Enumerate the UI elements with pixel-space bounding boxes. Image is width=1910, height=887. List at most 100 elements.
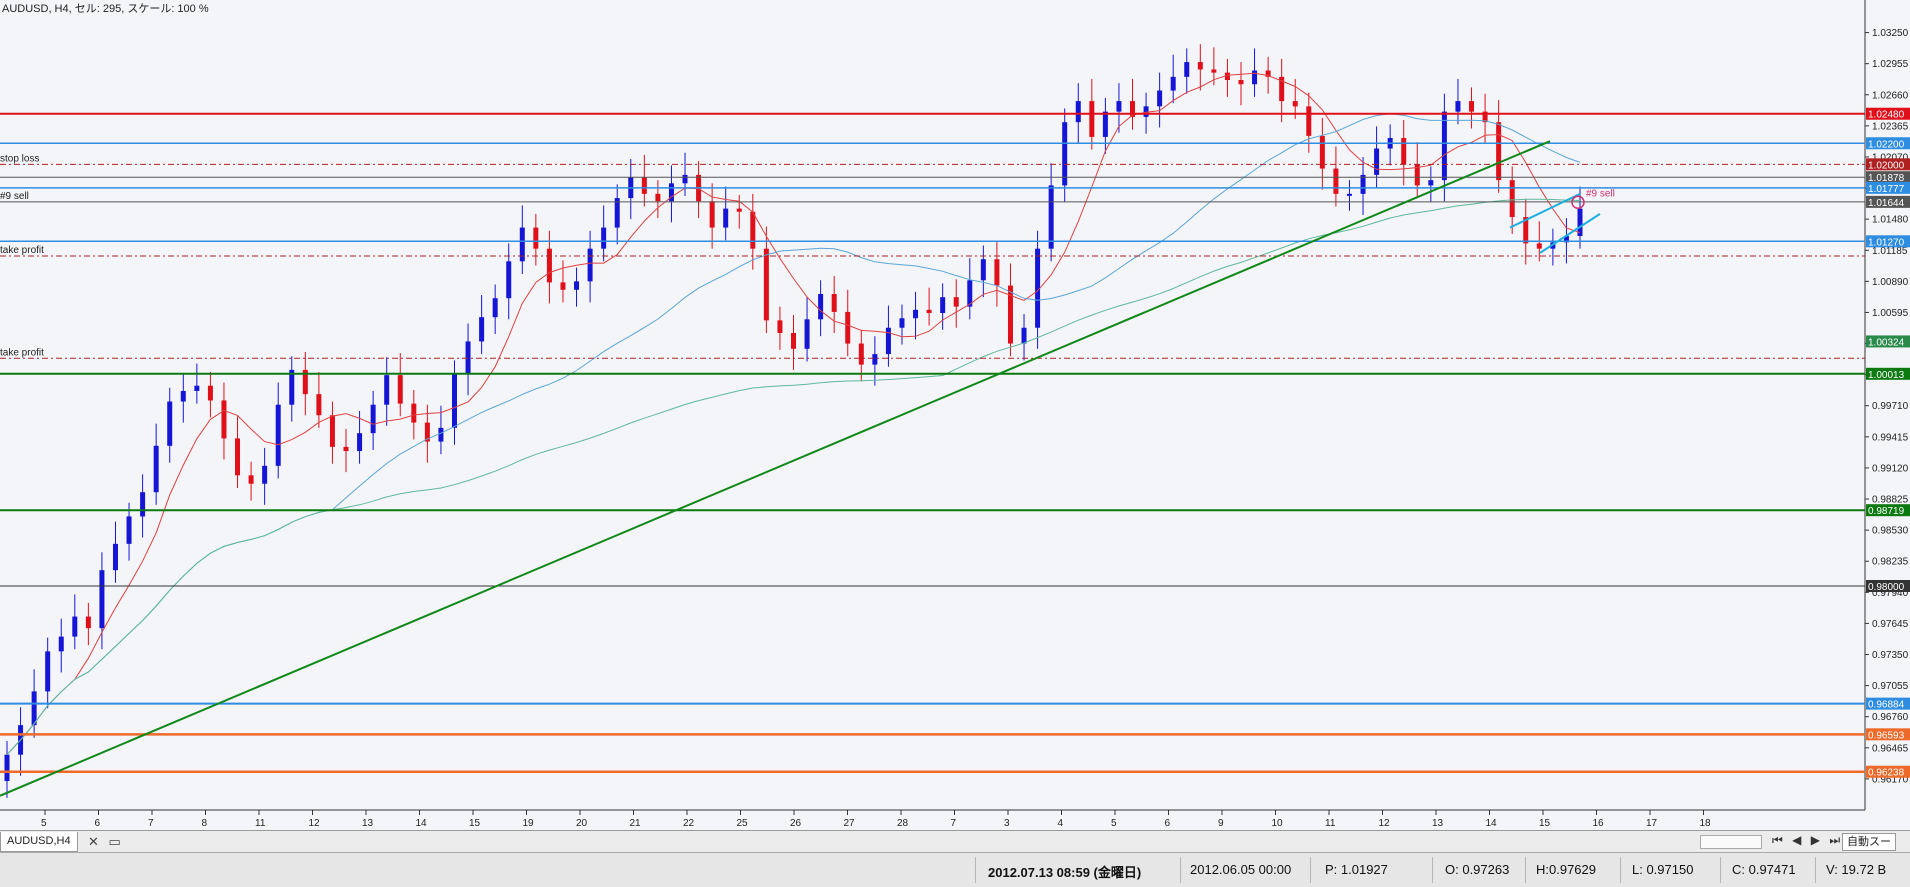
price-label: 1.01777	[1868, 184, 1905, 195]
time-tick-label: 12	[309, 818, 321, 829]
candle-body	[1238, 80, 1244, 85]
price-tick-label: 0.97645	[1872, 619, 1909, 630]
price-label-box	[1866, 579, 1910, 592]
candle-body	[262, 465, 268, 484]
price-tick-label: 0.96465	[1872, 743, 1909, 754]
price-label-box	[1866, 367, 1910, 380]
candle-body	[492, 298, 498, 318]
window-icon[interactable]: ▭	[108, 834, 121, 849]
chart-svg: 1.03250 1.02955 1.02660 1.02365 1.02070 1.017…	[0, 0, 1910, 829]
candle-body	[1536, 243, 1542, 249]
candle-body	[940, 297, 946, 313]
candle-body	[980, 259, 986, 281]
candle-body	[1035, 248, 1041, 328]
price-chart[interactable]: 1.03250 1.02955 1.02660 1.02365 1.02070 1.017…	[0, 0, 1910, 830]
horizontal-line-text: stop loss	[0, 153, 39, 164]
scroll-last-icon[interactable]: ⏭	[1829, 833, 1841, 847]
candle-body	[791, 333, 796, 349]
price-tick-label: 0.96170	[1872, 774, 1909, 785]
price-label: 1.00324	[1868, 337, 1905, 348]
candle-body	[4, 754, 10, 782]
candle-body	[601, 227, 607, 249]
candle-body	[316, 394, 322, 416]
price-tick-label: 0.97350	[1872, 650, 1909, 661]
tab-audusd-h4[interactable]: AUDUSD,H4	[0, 832, 78, 852]
candle-body	[99, 570, 105, 629]
status-bar: 2012.07.13 08:59 (金曜日) 2012.06.05 00:00 …	[0, 852, 1910, 887]
candle-body	[479, 317, 485, 342]
trend-line	[0, 140, 1551, 797]
candle-body	[302, 369, 308, 395]
price-tick-label: 1.02365	[1872, 121, 1909, 132]
candle-body	[275, 404, 281, 466]
candle-body	[397, 375, 403, 404]
auto-scroll-button[interactable]: 自動スー	[1842, 833, 1896, 851]
candle-body	[167, 401, 173, 446]
candle-body	[180, 390, 186, 402]
candle-body	[465, 341, 471, 375]
time-tick-label: 16	[1593, 818, 1605, 829]
horizontal-line-text: take profit	[0, 245, 44, 256]
price-label-box	[1866, 728, 1910, 741]
candle-body	[126, 516, 132, 544]
candle-body	[1360, 174, 1366, 194]
candle-body	[818, 293, 824, 320]
time-tick-label: 26	[790, 818, 802, 829]
price-tick-label: 0.99710	[1872, 401, 1909, 412]
price-label: 1.00013	[1868, 370, 1905, 381]
time-tick-label: 17	[1646, 818, 1658, 829]
time-tick-label: 10	[1272, 818, 1284, 829]
candle-body	[1279, 76, 1285, 102]
time-tick-label: 14	[1486, 818, 1498, 829]
time-tick-label: 7	[951, 818, 957, 829]
candle-body	[1333, 168, 1339, 194]
status-open: O: 0.97263	[1445, 862, 1510, 877]
price-label: 1.01270	[1868, 237, 1905, 248]
time-tick-label: 6	[1165, 818, 1171, 829]
candle-body	[451, 374, 457, 428]
candle-body	[1021, 327, 1027, 344]
time-tick-label: 11	[1325, 818, 1336, 829]
candle-body	[1374, 148, 1380, 175]
chart-tab-bar: AUDUSD,H4 ✕ ▭ ⏮ ◀ ▶ ⏭ 自動スー	[0, 830, 1910, 853]
candle-body	[831, 293, 837, 312]
sell-marker-label: #9 sell	[1586, 188, 1615, 199]
status-price: P: 1.01927	[1325, 862, 1388, 877]
scroll-first-icon[interactable]: ⏮	[1772, 833, 1783, 847]
candle-body	[329, 415, 335, 447]
price-tick-label: 0.97940	[1872, 588, 1909, 599]
candle-body	[1577, 208, 1583, 237]
scroll-right-icon[interactable]: ▶	[1810, 833, 1820, 847]
price-label-box	[1866, 181, 1910, 194]
candle-body	[574, 281, 580, 290]
candle-body	[1401, 137, 1407, 165]
time-tick-label: 6	[95, 818, 101, 829]
candle-body	[45, 651, 51, 692]
candle-body	[926, 309, 932, 313]
candle-body	[343, 446, 349, 452]
scroll-nav: ⏮ ◀ ▶ ⏭	[1772, 833, 1846, 848]
horizontal-scrollbar[interactable]	[1700, 835, 1762, 849]
price-label-box	[1866, 697, 1910, 710]
candle-body	[587, 248, 593, 282]
candle-body	[709, 201, 715, 228]
candle-body	[1116, 101, 1122, 112]
time-tick-label: 7	[148, 818, 154, 829]
candle-body	[58, 636, 64, 652]
price-label: 0.96238	[1868, 768, 1905, 779]
time-tick-label: 20	[576, 818, 588, 829]
status-high: H:0.97629	[1536, 862, 1596, 877]
candle-body	[872, 354, 878, 365]
candle-body	[885, 327, 891, 355]
price-label-box	[1866, 765, 1910, 778]
candle-body	[953, 297, 959, 307]
close-tab-icon[interactable]: ✕	[88, 834, 99, 849]
candle-body	[899, 318, 905, 328]
time-tick-label: 4	[1058, 818, 1064, 829]
candle-body	[1102, 111, 1108, 137]
candle-body	[1441, 111, 1447, 181]
time-tick-label: 5	[1111, 818, 1117, 829]
candle-body	[1292, 101, 1298, 107]
candle-body	[235, 438, 241, 476]
scroll-left-icon[interactable]: ◀	[1792, 833, 1802, 847]
